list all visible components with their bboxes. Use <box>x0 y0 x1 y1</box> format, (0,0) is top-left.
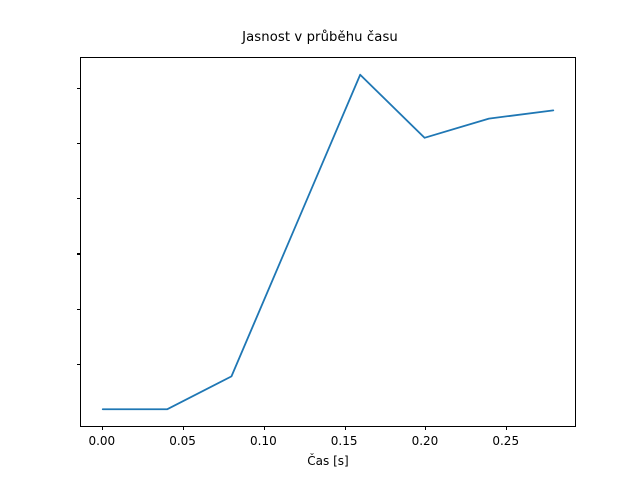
x-tick-label: 0.25 <box>492 434 520 448</box>
x-tick-mark <box>263 426 265 430</box>
x-tick-label: 0.05 <box>169 434 196 448</box>
x-tick-label: 0.00 <box>88 434 116 448</box>
line-series-svg <box>101 73 555 411</box>
y-tick-mark <box>77 363 81 365</box>
x-tick-mark <box>102 426 104 430</box>
y-tick-mark <box>77 308 81 310</box>
x-tick-mark <box>425 426 427 430</box>
y-tick-mark <box>77 253 81 255</box>
x-tick-mark <box>344 426 346 430</box>
y-tick-mark <box>77 198 81 200</box>
chart-title: Jasnost v průběhu času <box>242 30 398 45</box>
x-axis-label: Čas [s] <box>307 454 349 468</box>
line-series-path <box>101 73 555 411</box>
y-tick-mark <box>77 143 81 145</box>
y-tick-mark <box>77 88 81 90</box>
x-tick-label: 0.20 <box>411 434 439 448</box>
plot-area <box>77 57 576 430</box>
x-tick-label: 0.10 <box>250 434 277 448</box>
x-tick-mark <box>506 426 508 430</box>
x-tick-mark <box>183 426 185 430</box>
x-tick-label: 0.15 <box>330 434 358 448</box>
